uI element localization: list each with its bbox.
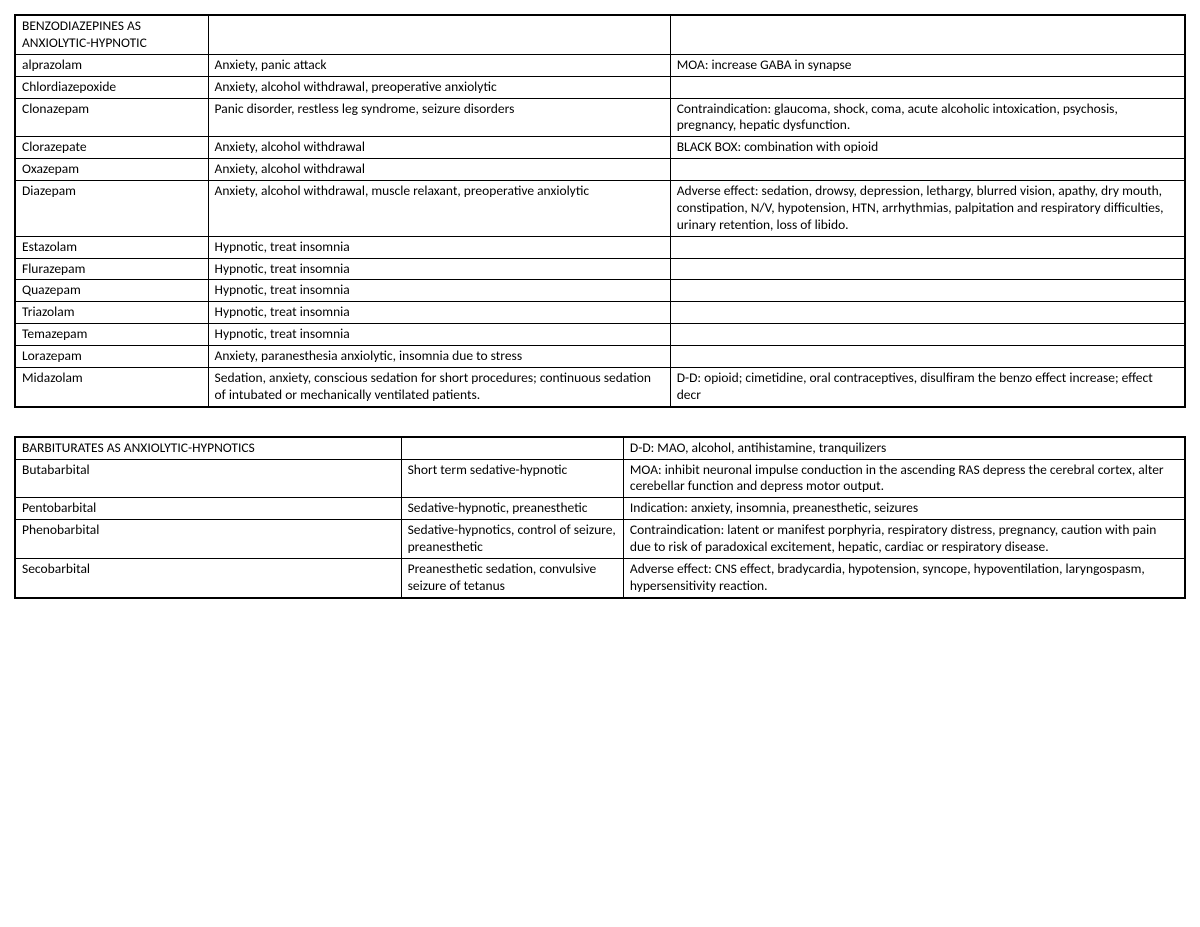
table-cell: Lorazepam	[15, 346, 208, 368]
table-cell: Sedative-hypnotic, preanesthetic	[401, 498, 623, 520]
table-cell: Hypnotic, treat insomnia	[208, 302, 670, 324]
table-cell: Contraindication: glaucoma, shock, coma,…	[670, 98, 1185, 137]
table-cell: Temazepam	[15, 324, 208, 346]
table-cell: Diazepam	[15, 181, 208, 237]
table-cell: Panic disorder, restless leg syndrome, s…	[208, 98, 670, 137]
table-cell: Adverse effect: sedation, drowsy, depres…	[670, 181, 1185, 237]
table-cell	[670, 280, 1185, 302]
table-cell: Preanesthetic sedation, convulsive seizu…	[401, 558, 623, 597]
table-row: BENZODIAZEPINES AS ANXIOLYTIC-HYPNOTIC	[15, 15, 1185, 54]
table-cell	[670, 76, 1185, 98]
table-cell: Pentobarbital	[15, 498, 401, 520]
table-cell: Hypnotic, treat insomnia	[208, 258, 670, 280]
table-cell	[670, 258, 1185, 280]
table-cell: Oxazepam	[15, 159, 208, 181]
table-cell: Anxiety, alcohol withdrawal, muscle rela…	[208, 181, 670, 237]
table-cell: BENZODIAZEPINES AS ANXIOLYTIC-HYPNOTIC	[15, 15, 208, 54]
table-cell	[670, 15, 1185, 54]
table-cell	[670, 346, 1185, 368]
table-cell: Clorazepate	[15, 137, 208, 159]
table-cell: alprazolam	[15, 54, 208, 76]
table-row: FlurazepamHypnotic, treat insomnia	[15, 258, 1185, 280]
table-cell: Adverse effect: CNS effect, bradycardia,…	[623, 558, 1185, 597]
table-cell: Sedative-hypnotics, control of seizure, …	[401, 520, 623, 559]
table-row: SecobarbitalPreanesthetic sedation, conv…	[15, 558, 1185, 597]
table-row: MidazolamSedation, anxiety, conscious se…	[15, 367, 1185, 406]
table-cell: Butabarbital	[15, 459, 401, 498]
table-row: LorazepamAnxiety, paranesthesia anxiolyt…	[15, 346, 1185, 368]
table-cell	[670, 159, 1185, 181]
table-row: BARBITURATES AS ANXIOLYTIC-HYPNOTICS D-D:…	[15, 437, 1185, 459]
table-row: PhenobarbitalSedative-hypnotics, control…	[15, 520, 1185, 559]
barbiturates-table: BARBITURATES AS ANXIOLYTIC-HYPNOTICS D-D:…	[14, 436, 1186, 599]
table-cell: Quazepam	[15, 280, 208, 302]
table-cell: Anxiety, alcohol withdrawal, preoperativ…	[208, 76, 670, 98]
table-cell: Anxiety, panic attack	[208, 54, 670, 76]
table-cell	[670, 324, 1185, 346]
table-row: ClorazepateAnxiety, alcohol withdrawalBL…	[15, 137, 1185, 159]
table-cell	[208, 15, 670, 54]
table-cell: Hypnotic, treat insomnia	[208, 236, 670, 258]
table-gap	[14, 408, 1186, 436]
table-row: ButabarbitalShort term sedative-hypnotic…	[15, 459, 1185, 498]
table-row: DiazepamAnxiety, alcohol withdrawal, mus…	[15, 181, 1185, 237]
table-cell: BLACK BOX: combination with opioid	[670, 137, 1185, 159]
table-row: PentobarbitalSedative-hypnotic, preanest…	[15, 498, 1185, 520]
table-row: OxazepamAnxiety, alcohol withdrawal	[15, 159, 1185, 181]
table-cell: Midazolam	[15, 367, 208, 406]
table-row: alprazolamAnxiety, panic attackMOA: incr…	[15, 54, 1185, 76]
table-cell	[670, 236, 1185, 258]
table-cell: Anxiety, alcohol withdrawal	[208, 137, 670, 159]
table-cell: D-D: MAO, alcohol, antihistamine, tranqu…	[623, 437, 1185, 459]
table-cell	[670, 302, 1185, 324]
table-cell: D-D: opioid; cimetidine, oral contracept…	[670, 367, 1185, 406]
table-cell: Phenobarbital	[15, 520, 401, 559]
table-cell: Short term sedative-hypnotic	[401, 459, 623, 498]
table-row: QuazepamHypnotic, treat insomnia	[15, 280, 1185, 302]
table-cell: BARBITURATES AS ANXIOLYTIC-HYPNOTICS	[15, 437, 401, 459]
table-cell: Triazolam	[15, 302, 208, 324]
table-cell	[401, 437, 623, 459]
table-cell: Flurazepam	[15, 258, 208, 280]
table-cell: MOA: increase GABA in synapse	[670, 54, 1185, 76]
table-row: EstazolamHypnotic, treat insomnia	[15, 236, 1185, 258]
table-cell: Hypnotic, treat insomnia	[208, 280, 670, 302]
table-cell: MOA: inhibit neuronal impulse conduction…	[623, 459, 1185, 498]
table-row: TemazepamHypnotic, treat insomnia	[15, 324, 1185, 346]
table-cell: Contraindication: latent or manifest por…	[623, 520, 1185, 559]
table-cell: Secobarbital	[15, 558, 401, 597]
table-cell: Sedation, anxiety, conscious sedation fo…	[208, 367, 670, 406]
table-cell: Anxiety, paranesthesia anxiolytic, insom…	[208, 346, 670, 368]
table-cell: Hypnotic, treat insomnia	[208, 324, 670, 346]
table-cell: Indication: anxiety, insomnia, preanesth…	[623, 498, 1185, 520]
table-cell: Anxiety, alcohol withdrawal	[208, 159, 670, 181]
table-row: TriazolamHypnotic, treat insomnia	[15, 302, 1185, 324]
table-cell: Estazolam	[15, 236, 208, 258]
benzodiazepines-table: BENZODIAZEPINES AS ANXIOLYTIC-HYPNOTICal…	[14, 14, 1186, 408]
table-cell: Clonazepam	[15, 98, 208, 137]
table-row: ClonazepamPanic disorder, restless leg s…	[15, 98, 1185, 137]
table-cell: Chlordiazepoxide	[15, 76, 208, 98]
table-row: ChlordiazepoxideAnxiety, alcohol withdra…	[15, 76, 1185, 98]
